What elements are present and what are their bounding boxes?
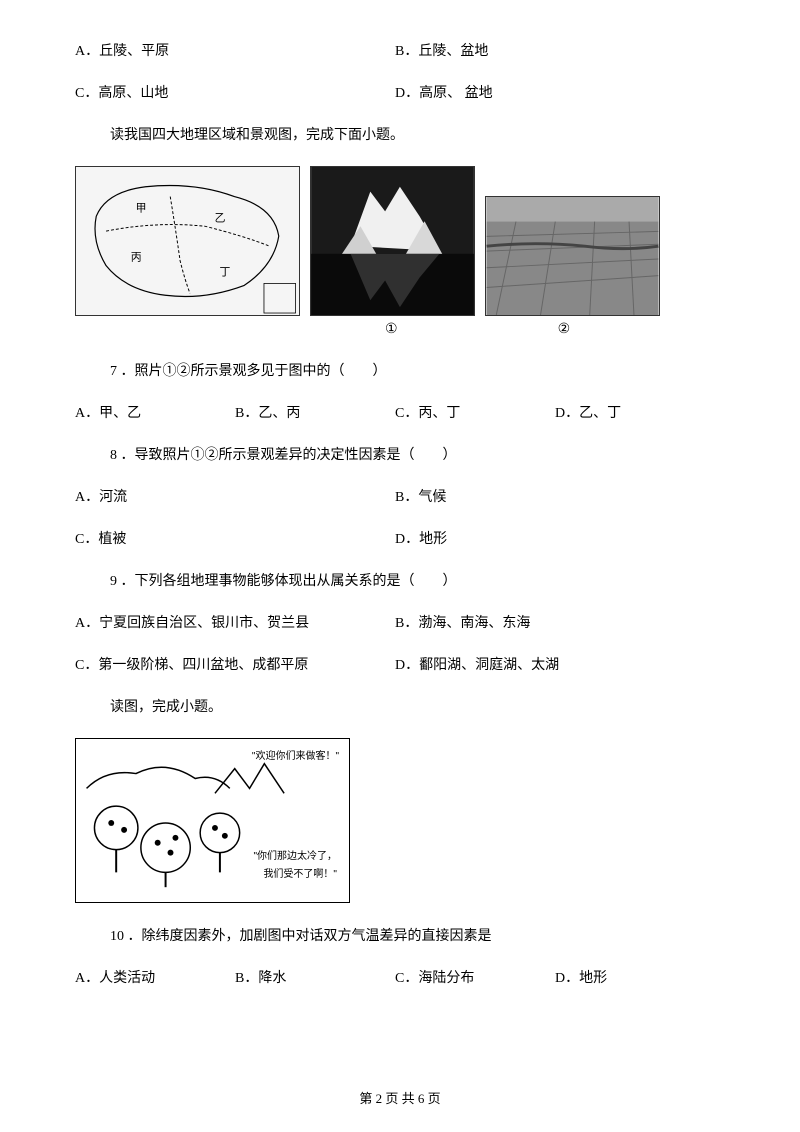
q8-options-row2: C．植被 D．地形 <box>75 528 725 548</box>
cartoon-bubble-3: 我们受不了啊！" <box>263 865 337 880</box>
q7-option-a: A．甲、乙 <box>75 402 235 422</box>
q9-option-a: A．宁夏回族自治区、银川市、贺兰县 <box>75 612 395 632</box>
q7-options: A．甲、乙 B．乙、丙 C．丙、丁 D．乙、丁 <box>75 402 725 422</box>
q6-option-d: D．高原、 盆地 <box>395 82 715 102</box>
landscape-photo-1 <box>310 166 475 316</box>
q6-option-c: C．高原、山地 <box>75 82 395 102</box>
q7-option-b: B．乙、丙 <box>235 402 395 422</box>
q9-options-row2: C．第一级阶梯、四川盆地、成都平原 D．鄱阳湖、洞庭湖、太湖 <box>75 654 725 674</box>
china-map-image: 甲 乙 丙 丁 <box>75 166 300 316</box>
cartoon-bubble-2: "你们那边太冷了， <box>253 847 337 862</box>
q9-option-c: C．第一级阶梯、四川盆地、成都平原 <box>75 654 395 674</box>
q6-options-row2: C．高原、山地 D．高原、 盆地 <box>75 82 725 102</box>
intro-text-1: 读我国四大地理区域和景观图，完成下面小题。 <box>110 124 725 144</box>
map-svg: 甲 乙 丙 丁 <box>76 167 299 315</box>
map-label-yi: 乙 <box>215 211 226 224</box>
q10-option-b: B．降水 <box>235 967 395 987</box>
q8-option-b: B．气候 <box>395 486 715 506</box>
farmland-svg <box>486 197 659 315</box>
landscape-photo-2 <box>485 196 660 316</box>
image-row: 甲 乙 丙 丁 <box>75 166 725 316</box>
q8-text: 8 ．导致照片①②所示景观差异的决定性因素是（ ） <box>110 444 725 464</box>
q8-option-a: A．河流 <box>75 486 395 506</box>
map-label-jia: 甲 <box>136 202 147 214</box>
q8-option-d: D．地形 <box>395 528 715 548</box>
q10-option-c: C．海陆分布 <box>395 967 555 987</box>
q6-option-a: A．丘陵、平原 <box>75 40 395 60</box>
q10-options: A．人类活动 B．降水 C．海陆分布 D．地形 <box>75 967 725 987</box>
q8-option-c: C．植被 <box>75 528 395 548</box>
image-label-2: ② <box>558 321 571 338</box>
q6-options-row1: A．丘陵、平原 B．丘陵、盆地 <box>75 40 725 60</box>
cartoon-image: "欢迎你们来做客！" "你们那边太冷了， 我们受不了啊！" <box>75 738 350 903</box>
map-label-ding: 丁 <box>220 267 231 279</box>
q6-option-b: B．丘陵、盆地 <box>395 40 715 60</box>
q7-option-c: C．丙、丁 <box>395 402 555 422</box>
q10-text: 10 ．除纬度因素外，加剧图中对话双方气温差异的直接因素是 <box>110 925 725 945</box>
q9-options-row1: A．宁夏回族自治区、银川市、贺兰县 B．渤海、南海、东海 <box>75 612 725 632</box>
q7-text: 7 ．照片①②所示景观多见于图中的（ ） <box>110 360 725 380</box>
mountain-svg <box>311 167 474 315</box>
q9-text: 9 ．下列各组地理事物能够体现出从属关系的是（ ） <box>110 570 725 590</box>
image-label-1: ① <box>385 321 398 338</box>
image-labels: ① ② <box>75 321 725 338</box>
q9-option-d: D．鄱阳湖、洞庭湖、太湖 <box>395 654 715 674</box>
intro-text-2: 读图，完成小题。 <box>110 696 725 716</box>
map-label-bing: 丙 <box>131 252 142 264</box>
cartoon-bubble-1: "欢迎你们来做客！" <box>252 747 339 762</box>
q7-option-d: D．乙、丁 <box>555 402 715 422</box>
page-footer: 第 2 页 共 6 页 <box>0 1088 800 1107</box>
q10-option-d: D．地形 <box>555 967 715 987</box>
q8-options-row1: A．河流 B．气候 <box>75 486 725 506</box>
q9-option-b: B．渤海、南海、东海 <box>395 612 715 632</box>
q10-option-a: A．人类活动 <box>75 967 235 987</box>
